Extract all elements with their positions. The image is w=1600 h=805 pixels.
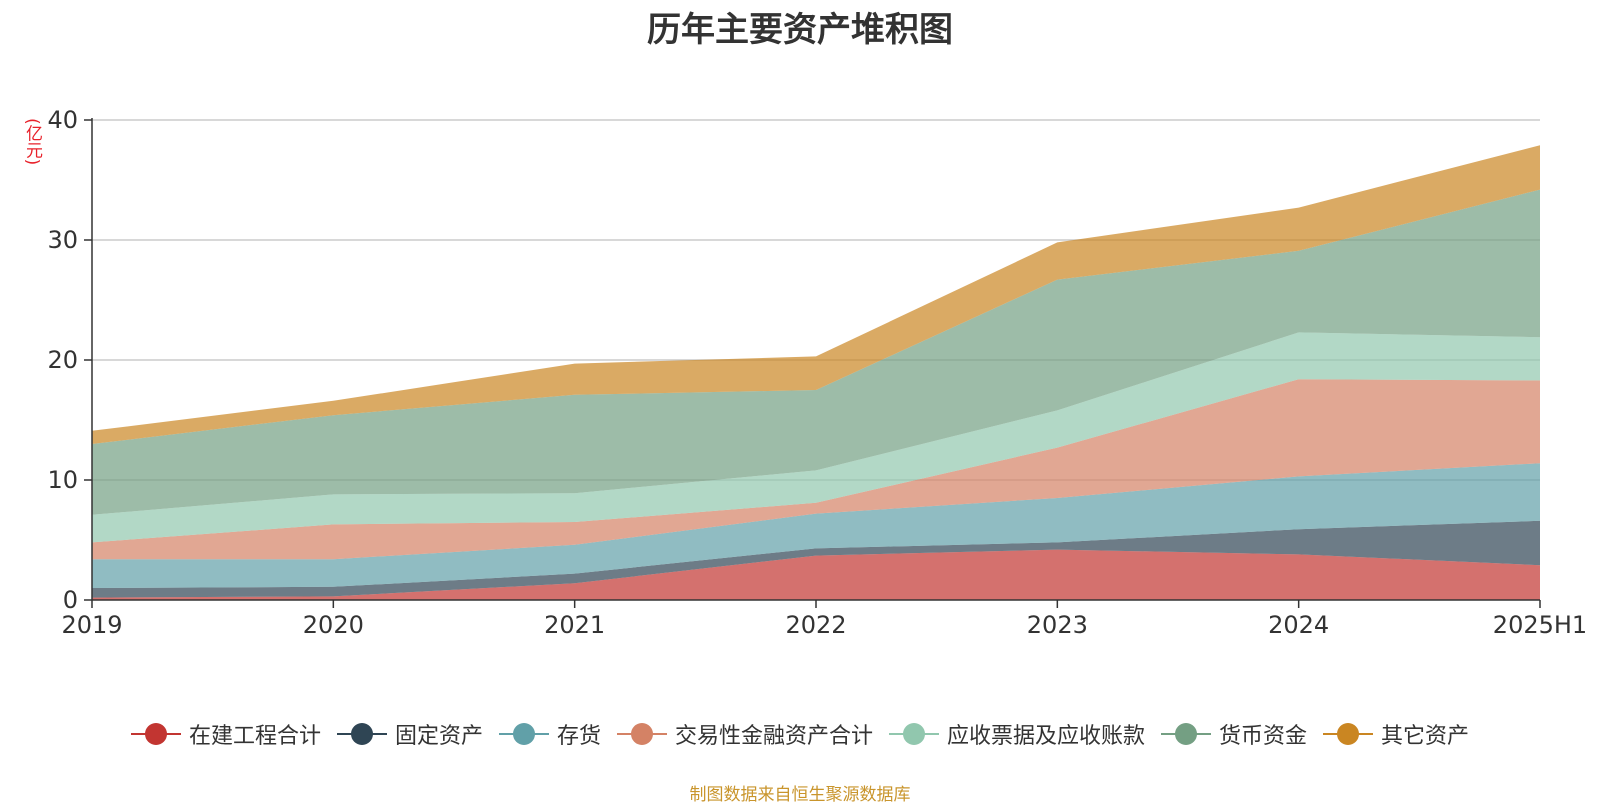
axes: 0 10 20 30 40 2019 2020 2021 2022 2023 2024 2025H1 — [47, 106, 1587, 639]
y-tick-label: 20 — [47, 346, 78, 374]
legend-label: 应收票据及应收账款 — [947, 724, 1146, 749]
legend-item-6[interactable]: 其它资产 — [1323, 718, 1469, 750]
legend: 在建工程合计 固定资产 存货 交易性金融资产合计 应收票据及应收账款 货币资金 其它资产 — [0, 718, 1600, 750]
y-axis-unit-label: (亿元) — [22, 118, 42, 166]
legend-label: 在建工程合计 — [188, 724, 321, 749]
legend-marker-icon — [498, 723, 549, 745]
source-note: 制图数据来自恒生聚源数据库 — [689, 785, 911, 805]
chart-title: 历年主要资产堆积图 — [647, 10, 953, 50]
area-series-1[interactable] — [92, 520, 1540, 598]
legend-label: 交易性金融资产合计 — [674, 724, 873, 749]
area-series-3[interactable] — [92, 379, 1540, 560]
y-tick-label: 10 — [47, 466, 78, 494]
y-tick-label: 40 — [47, 106, 78, 134]
legend-marker-icon — [616, 723, 667, 745]
area-series-5[interactable] — [92, 189, 1540, 515]
x-tick-label: 2023 — [1027, 611, 1088, 639]
x-tick-label: 2021 — [544, 611, 605, 639]
legend-item-3[interactable]: 交易性金融资产合计 — [616, 718, 873, 750]
area-series-0[interactable] — [92, 549, 1540, 600]
legend-label: 存货 — [556, 724, 601, 749]
y-tick-label: 0 — [63, 586, 78, 614]
legend-label: 固定资产 — [394, 724, 483, 749]
area-series-2[interactable] — [92, 463, 1540, 588]
legend-item-5[interactable]: 货币资金 — [1161, 718, 1307, 750]
legend-item-4[interactable]: 应收票据及应收账款 — [889, 718, 1145, 750]
area-series-6[interactable] — [92, 145, 1540, 444]
x-tick-label: 2022 — [785, 611, 846, 639]
legend-marker-icon — [1161, 723, 1212, 745]
legend-marker-icon — [336, 723, 387, 745]
x-tick-label: 2019 — [61, 611, 122, 639]
legend-label: 其它资产 — [1381, 724, 1470, 749]
legend-item-2[interactable]: 存货 — [498, 718, 601, 750]
y-tick-label: 30 — [47, 226, 78, 254]
area-series — [92, 145, 1540, 600]
legend-marker-icon — [130, 723, 181, 745]
legend-item-1[interactable]: 固定资产 — [336, 718, 483, 750]
legend-marker-icon — [1323, 723, 1374, 745]
x-tick-label: 2025H1 — [1493, 611, 1587, 639]
x-tick-label: 2024 — [1268, 611, 1329, 639]
legend-item-0[interactable]: 在建工程合计 — [130, 718, 321, 750]
x-tick-label: 2020 — [303, 611, 364, 639]
area-series-4[interactable] — [92, 332, 1540, 543]
legend-label: 货币资金 — [1219, 724, 1308, 749]
legend-marker-icon — [889, 723, 939, 745]
